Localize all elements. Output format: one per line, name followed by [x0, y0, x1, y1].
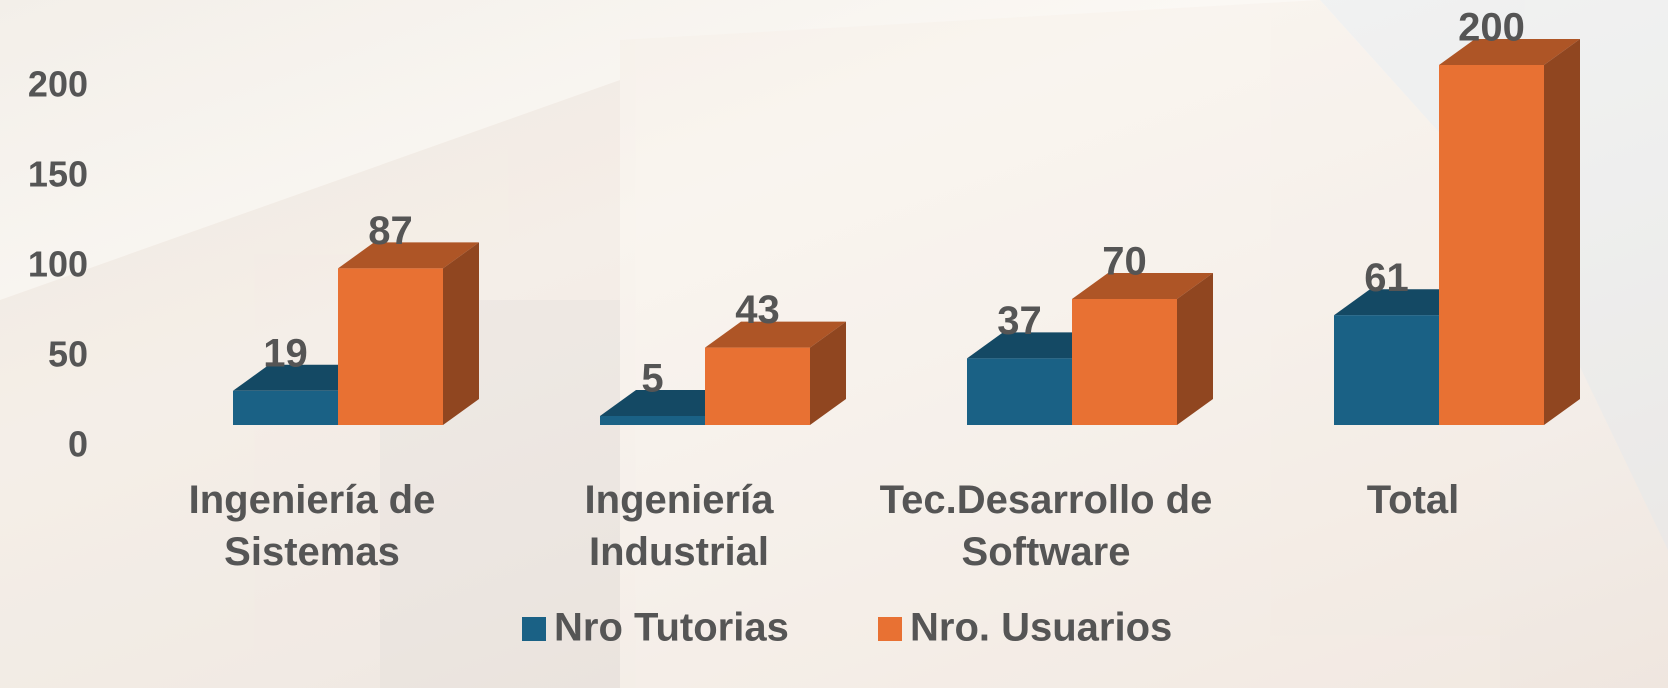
bar-front [1334, 315, 1439, 425]
bar-front [1439, 65, 1544, 425]
y-tick-label: 50 [48, 334, 88, 375]
bar-front [233, 390, 338, 425]
bar [1072, 273, 1213, 425]
value-label: 200 [1458, 6, 1525, 50]
y-tick-label: 200 [28, 64, 88, 105]
legend-swatch [878, 617, 902, 641]
x-tick-label: Tec.Desarrollo de Software [879, 478, 1213, 574]
bar-side [1177, 273, 1213, 425]
bar [338, 242, 479, 425]
bar [705, 321, 846, 425]
bar-front [1072, 299, 1177, 425]
value-label: 37 [997, 299, 1042, 343]
legend-swatch [522, 617, 546, 641]
bar-side [810, 321, 846, 425]
bar-front [967, 358, 1072, 425]
x-tick-label: Ingeniería Industrial [584, 478, 774, 574]
value-label: 70 [1102, 240, 1147, 284]
legend-label: Nro Tutorias [554, 606, 789, 650]
value-label: 5 [641, 357, 663, 401]
x-tick-label: Total [1366, 478, 1460, 522]
y-tick-label: 150 [28, 154, 88, 195]
bar-top [1439, 39, 1580, 65]
value-label: 87 [368, 209, 413, 253]
bar-front [600, 416, 705, 425]
bar-side [443, 242, 479, 425]
x-tick-label: Ingeniería de Sistemas [188, 478, 436, 574]
bar-top [705, 321, 846, 348]
bar-side [1544, 39, 1580, 425]
bar-top [338, 242, 479, 269]
bar-front [705, 347, 810, 425]
bar [1439, 39, 1580, 425]
value-label: 19 [263, 331, 308, 375]
y-tick-label: 0 [68, 424, 88, 465]
value-label: 43 [735, 288, 780, 332]
bar-front [338, 268, 443, 425]
bar-top [1072, 273, 1213, 299]
value-label: 61 [1364, 256, 1409, 300]
y-tick-label: 100 [28, 244, 88, 285]
legend-label: Nro. Usuarios [910, 606, 1172, 650]
